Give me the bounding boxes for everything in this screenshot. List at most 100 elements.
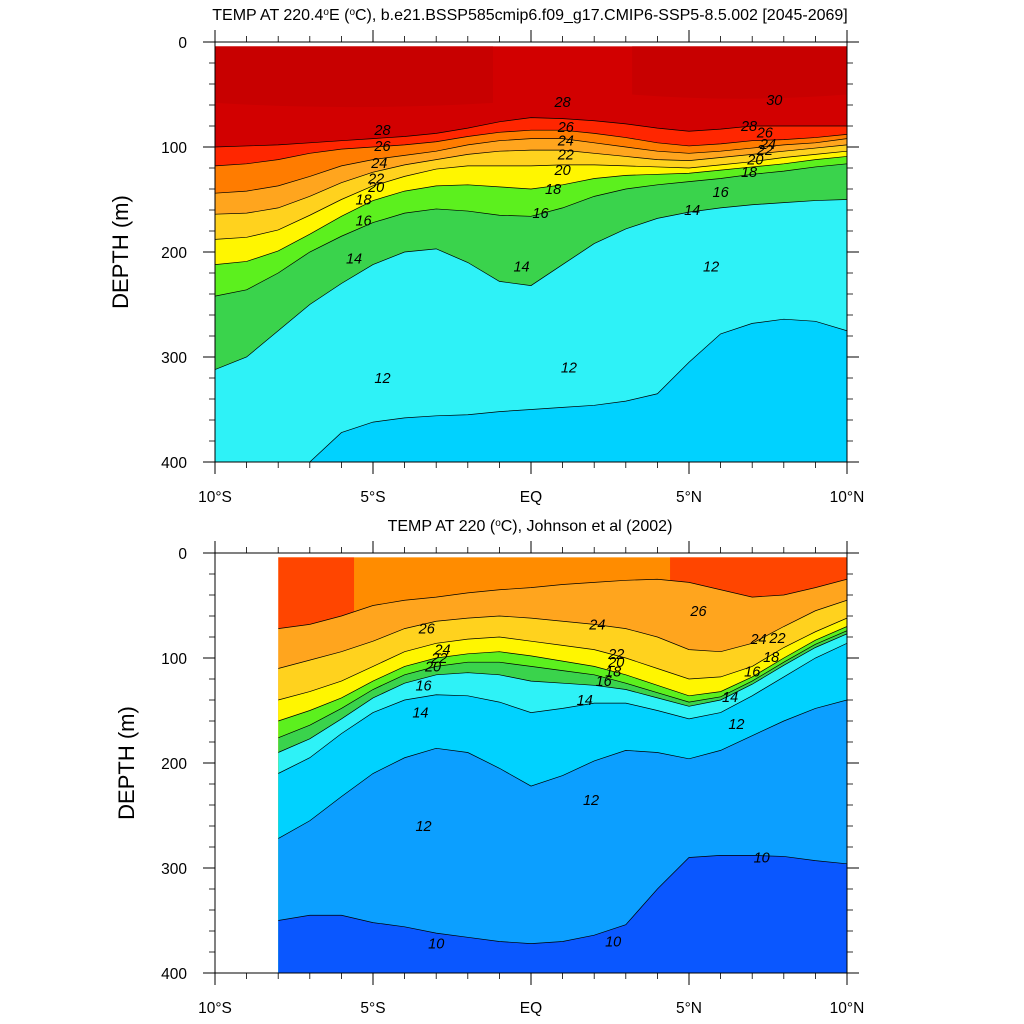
- bottom-y-tick-label: 200: [161, 756, 187, 773]
- top-y-tick-label: 300: [161, 350, 187, 367]
- bottom-x-tick-label: 10°N: [830, 1000, 865, 1017]
- top-isotherm-20: [215, 150, 847, 240]
- top-y-axis-label: DEPTH (m): [108, 195, 133, 309]
- top-contour-label: 14: [513, 260, 529, 276]
- bottom-x-tick-label: 5°N: [676, 1000, 702, 1017]
- top-isotherm-28: [215, 117, 847, 148]
- bottom-y-tick-label: 100: [161, 651, 187, 668]
- bottom-contour-label: 24: [588, 617, 605, 633]
- bottom-contour-label: 22: [768, 631, 785, 647]
- bottom-warm-patch: [278, 557, 355, 629]
- bottom-isotherm-14: [278, 642, 847, 774]
- top-contour-label: 12: [703, 260, 719, 276]
- top-contour-label: 20: [367, 180, 384, 196]
- top-y-tick-label: 200: [161, 245, 187, 262]
- bottom-contour-label: 24: [749, 632, 766, 648]
- top-contour-label: 30: [766, 93, 782, 109]
- top-contour-label: 22: [367, 172, 384, 188]
- top-band-below-12: [309, 319, 847, 462]
- top-contour-label: 20: [746, 153, 763, 169]
- top-contour-label: 12: [374, 371, 390, 387]
- top-contour-label: 26: [756, 125, 774, 141]
- bottom-chart-title: TEMP AT 220 (oC), Johnson et al (2002): [388, 518, 673, 536]
- bottom-contour-label: 10: [754, 851, 770, 867]
- top-x-tick-label: 10°N: [830, 489, 865, 506]
- bottom-isotherm-16: [278, 633, 847, 753]
- bottom-contour-label: 16: [744, 665, 761, 681]
- bottom-contour-label: 10: [605, 935, 621, 951]
- top-isotherm-22: [215, 144, 847, 215]
- bottom-contour-label: 22: [430, 651, 447, 667]
- top-contour-label: 16: [532, 206, 549, 222]
- bottom-contour-label: 20: [607, 655, 624, 671]
- bottom-y-axis-label: DEPTH (m): [114, 706, 139, 820]
- top-contour-label: 26: [557, 120, 575, 136]
- top-contour-panel: TEMP AT 220.4oE (oC), b.e21.BSSP585cmip6…: [108, 7, 864, 507]
- bottom-contour-label: 12: [583, 793, 599, 809]
- top-isotherm-24: [215, 138, 847, 194]
- top-isotherm-26: [215, 129, 847, 167]
- bottom-contour-fills: [278, 557, 847, 973]
- top-y-tick-label: 100: [161, 140, 187, 157]
- bottom-contour-label: 14: [577, 693, 593, 709]
- bottom-contour-label: 20: [424, 659, 441, 675]
- bottom-isotherm-10: [278, 855, 847, 944]
- bottom-isotherm-26: [278, 578, 847, 629]
- top-contour-label: 22: [557, 147, 574, 163]
- bottom-isotherm-22: [278, 617, 847, 701]
- bottom-x-tick-label: EQ: [520, 1000, 542, 1017]
- top-contour-label: 24: [370, 156, 387, 172]
- top-y-tick-label: 0: [178, 35, 187, 52]
- top-contour-label: 28: [554, 95, 571, 111]
- top-contour-label: 14: [684, 203, 700, 219]
- bottom-contour-label: 12: [728, 717, 744, 733]
- top-contour-label: 18: [355, 193, 371, 209]
- bottom-isotherm-18: [278, 630, 847, 739]
- bottom-contour-label: 18: [763, 650, 779, 666]
- bottom-y-tick-label: 0: [178, 546, 187, 563]
- bottom-contour-label: 16: [415, 678, 432, 694]
- top-x-tick-label: 5°S: [360, 489, 385, 506]
- top-contour-label: 28: [740, 119, 757, 135]
- top-warm-pool: [632, 46, 847, 99]
- bottom-contour-label: 12: [415, 819, 431, 835]
- top-contour-label: 14: [346, 251, 362, 267]
- bottom-isotherm-12: [278, 699, 847, 839]
- top-contour-label: 22: [756, 143, 773, 159]
- top-chart-title: TEMP AT 220.4oE (oC), b.e21.BSSP585cmip6…: [212, 7, 848, 25]
- top-x-tick-label: 5°N: [676, 489, 702, 506]
- bottom-contour-label: 14: [722, 690, 738, 706]
- top-contour-label: 12: [561, 361, 577, 377]
- bottom-contour-label: 22: [607, 647, 624, 663]
- bottom-contour-label: 26: [689, 604, 707, 620]
- bottom-band-below-10: [278, 855, 847, 973]
- bottom-contour-label: 18: [605, 665, 621, 681]
- top-y-tick-label: 400: [161, 455, 187, 472]
- top-contour-label: 20: [554, 163, 571, 179]
- bottom-contour-label: 24: [433, 643, 450, 659]
- top-isotherm-12: [215, 318, 847, 462]
- bottom-contour-label: 26: [418, 622, 436, 638]
- top-isotherm-14: [215, 199, 847, 370]
- top-contour-fills: [215, 46, 847, 462]
- top-contour-label: 24: [557, 134, 574, 150]
- top-contour-label: 26: [373, 139, 391, 155]
- bottom-y-tick-label: 300: [161, 861, 187, 878]
- top-isotherm-18: [215, 156, 847, 265]
- bottom-contour-label: 16: [596, 674, 613, 690]
- bottom-isotherm-20: [278, 626, 847, 722]
- top-isotherm-16: [215, 163, 847, 297]
- top-contour-label: 24: [759, 137, 776, 153]
- top-contour-label: 16: [713, 185, 730, 201]
- top-contour-label: 18: [741, 165, 757, 181]
- bottom-x-tick-label: 10°S: [198, 1000, 232, 1017]
- bottom-x-tick-label: 5°S: [360, 1000, 385, 1017]
- top-x-tick-label: 10°S: [198, 489, 232, 506]
- bottom-contour-label: 10: [428, 937, 444, 953]
- top-contour-label: 28: [373, 123, 390, 139]
- top-warm-pool: [215, 46, 494, 108]
- top-x-tick-label: EQ: [520, 489, 542, 506]
- top-contour-label: 18: [545, 182, 561, 198]
- bottom-isotherm-24: [278, 599, 847, 669]
